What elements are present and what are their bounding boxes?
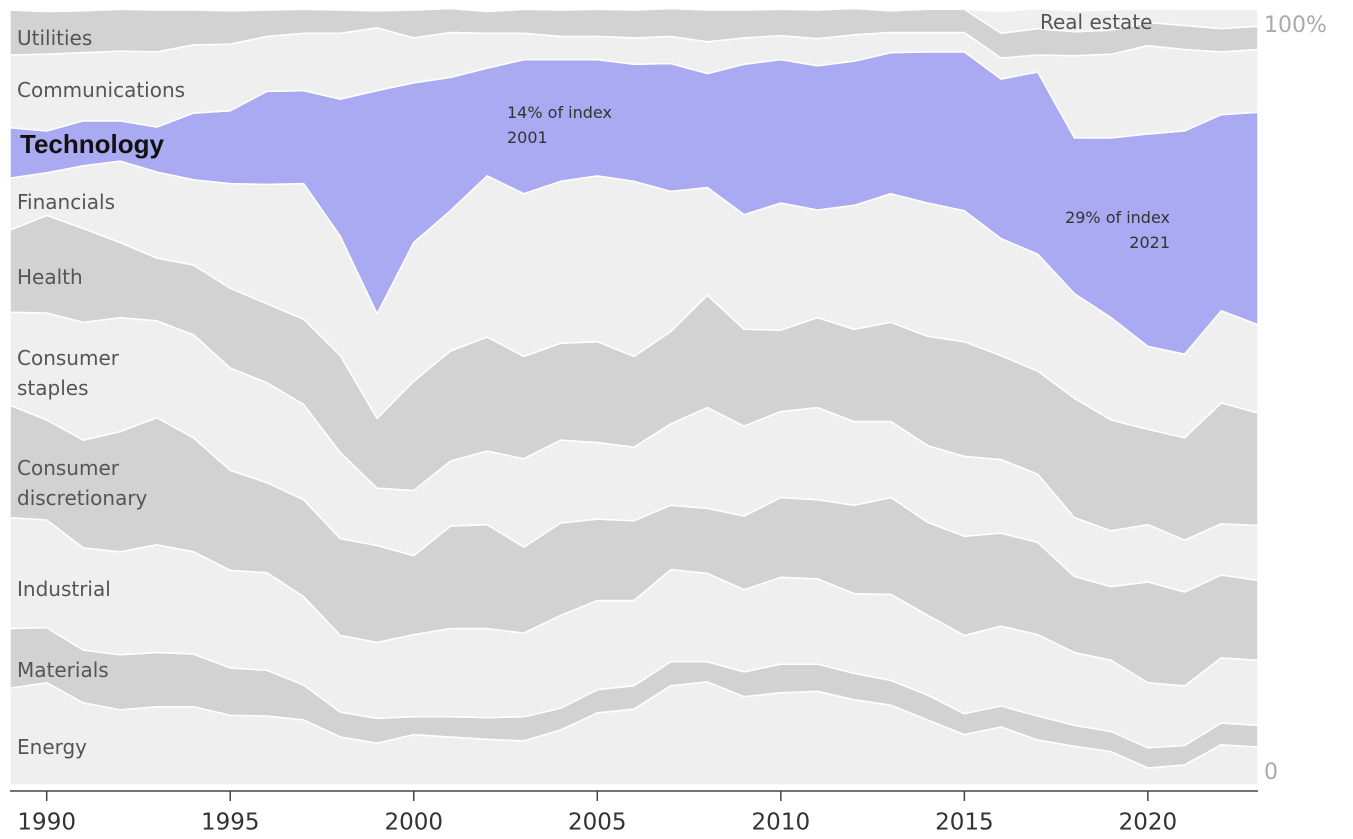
annotation-text: 2021 (1129, 233, 1170, 252)
annotation-text: 29% of index (1065, 208, 1170, 227)
annotation: 29% of index 2021 (1065, 205, 1170, 255)
series-label: Health (17, 265, 83, 289)
axes: 1990 1995 2000 2005 2010 2015 2020 100% 0 (10, 13, 1327, 836)
y-tick-label: 0 (1264, 760, 1278, 785)
series-label: Materials (17, 658, 109, 682)
annotation-text: 2001 (507, 128, 548, 147)
series-label: Technology (20, 129, 164, 159)
series-label: Utilities (17, 26, 93, 50)
x-tick-label: 2000 (384, 810, 443, 836)
series-label: Energy (17, 735, 88, 759)
x-tick-label: 2010 (752, 810, 811, 836)
series-label: Real estate (1040, 10, 1153, 34)
series-label: Consumer staples (17, 346, 119, 400)
x-tick-label: 2005 (568, 810, 627, 836)
x-tick-label: 2015 (935, 810, 994, 836)
x-tick-label: 1990 (17, 810, 76, 836)
annotation: 14% of index 2001 (507, 100, 612, 150)
series-label: Industrial (17, 577, 111, 601)
annotation-text: 14% of index (507, 103, 612, 122)
area (9, 7, 1259, 34)
x-tick-label: 2020 (1119, 810, 1178, 836)
areas (9, 7, 1259, 786)
x-tick-label: 1995 (201, 810, 260, 836)
y-tick-label: 100% (1264, 13, 1327, 38)
series-label: Consumer discretionary (17, 456, 148, 510)
series-label: Communications (17, 78, 186, 102)
series-label: Financials (17, 190, 115, 214)
